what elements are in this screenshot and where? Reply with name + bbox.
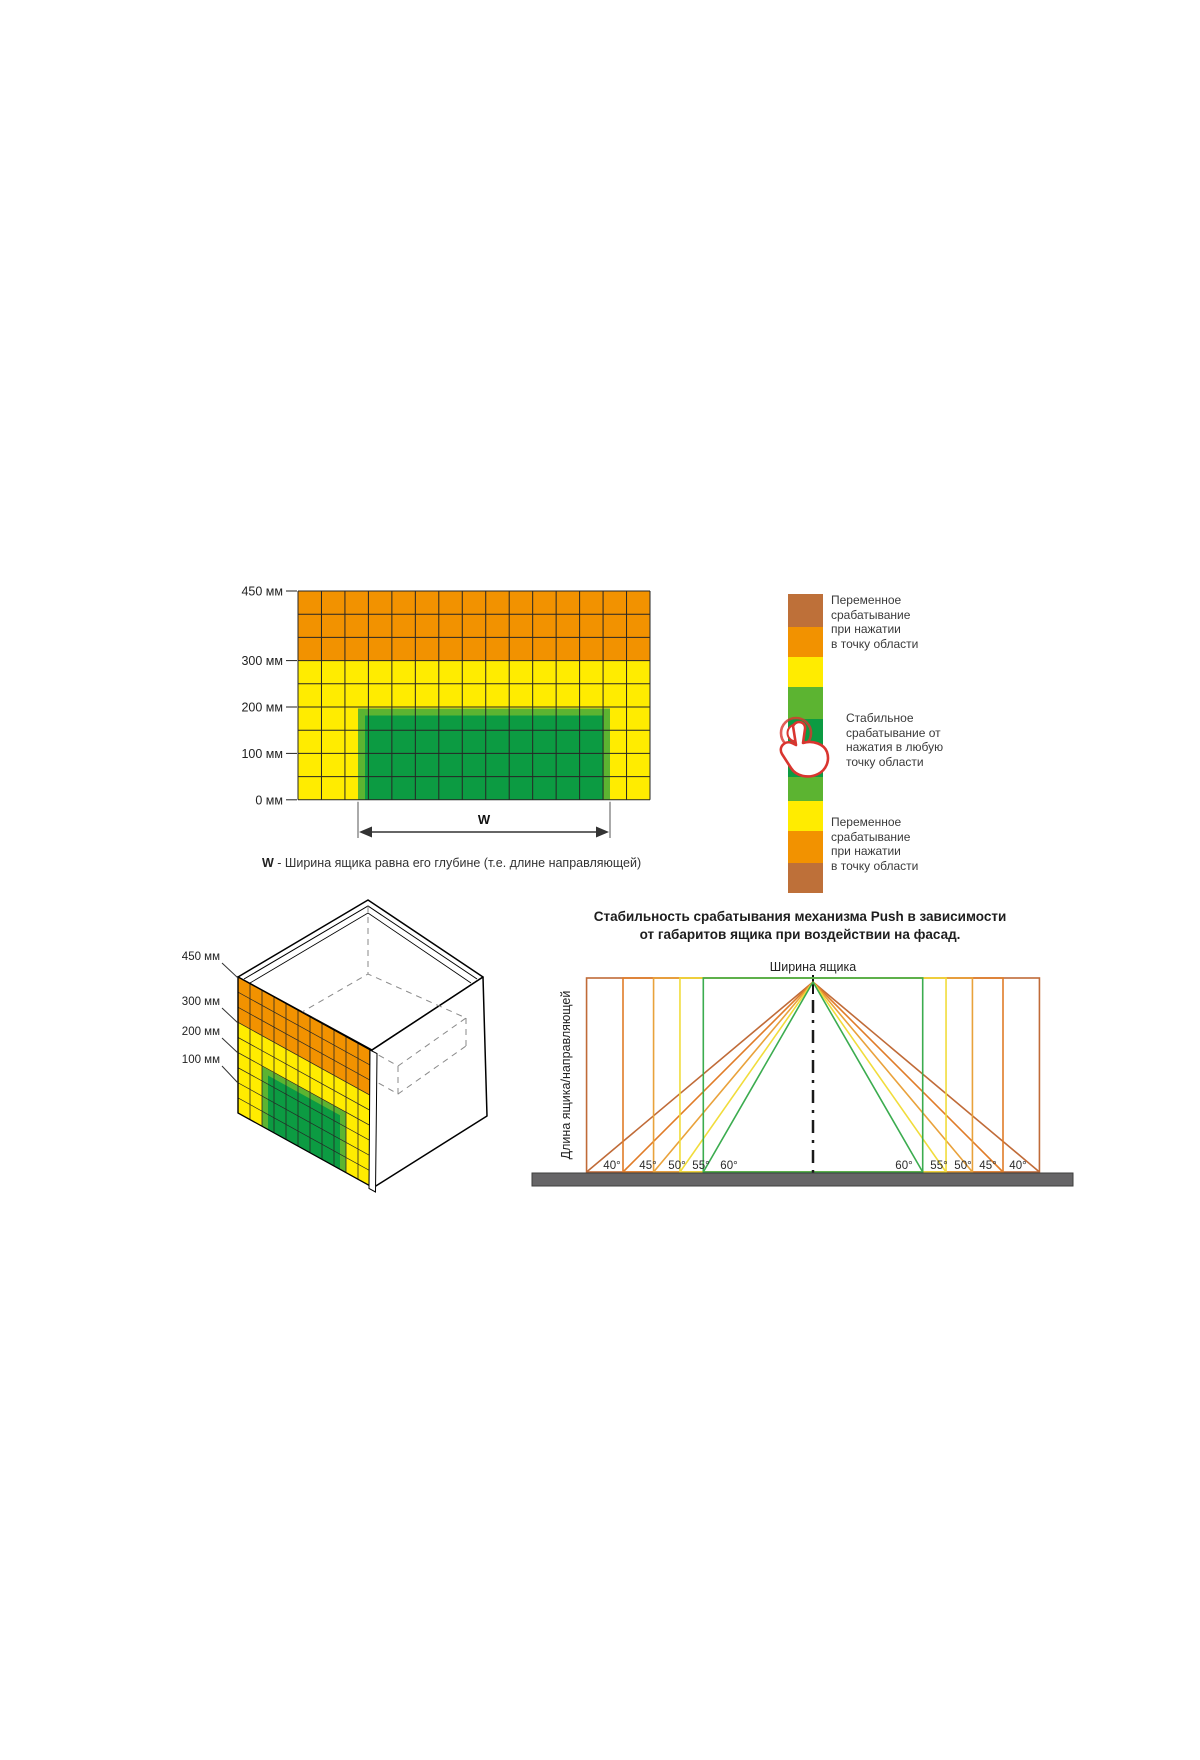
box3d-leader xyxy=(221,1065,239,1084)
zone-dark-green xyxy=(365,715,603,800)
box-top-inner-rim2 xyxy=(249,912,472,984)
legend-segment-light_green xyxy=(788,687,823,719)
angle-label-right: 50° xyxy=(954,1160,971,1172)
chart-title: Стабильность срабатывания механизма Push… xyxy=(593,909,1007,942)
hand-shape xyxy=(779,720,830,778)
fan-line-left-50 xyxy=(652,981,814,1173)
angle-label-right: 40° xyxy=(1009,1160,1026,1172)
angle-label-right: 55° xyxy=(930,1160,947,1172)
chart-base-bar xyxy=(531,1172,1074,1187)
box3d-leader xyxy=(221,1007,239,1024)
angle-label-left: 40° xyxy=(603,1160,620,1172)
box3d-label: 300 мм xyxy=(182,996,220,1008)
front-panel-group xyxy=(237,975,371,1187)
fan-line-right-40 xyxy=(812,981,1040,1173)
box3d-label: 100 мм xyxy=(182,1054,220,1066)
fan-line-right-50 xyxy=(812,981,974,1173)
grid-lines xyxy=(297,590,651,801)
legend-segment-brown xyxy=(788,594,823,627)
fan-line-left-60 xyxy=(702,981,814,1173)
legend-stable-label: Стабильное срабатывание от нажатия в люб… xyxy=(846,711,944,769)
angle-label-left: 55° xyxy=(692,1160,709,1172)
chart-xlabel-top: Ширина ящика xyxy=(770,960,856,974)
width-arrow-label: W xyxy=(478,812,491,827)
legend-segment-yellow xyxy=(788,801,823,831)
fan-line-left-45 xyxy=(622,981,814,1173)
drawer-3d-diagram: 450 мм 300 мм 200 мм 100 мм xyxy=(182,899,488,1193)
dim-arrowhead-right xyxy=(596,826,609,838)
angle-label-left: 50° xyxy=(668,1160,685,1172)
angle-label-right: 60° xyxy=(895,1160,912,1172)
grid-y-label: 100 мм xyxy=(241,747,283,761)
grid-y-label: 300 мм xyxy=(241,654,283,668)
box3d-label: 450 мм xyxy=(182,951,220,963)
dim-arrowhead-left xyxy=(359,826,372,838)
legend-segment-light_green xyxy=(788,777,823,801)
box3d-leader xyxy=(221,1037,239,1054)
fan-line-right-60 xyxy=(812,981,924,1173)
zone-orange xyxy=(298,591,651,661)
fan-line-left-55 xyxy=(679,981,814,1173)
box3d-leader xyxy=(221,962,239,979)
fan-line-right-55 xyxy=(812,981,947,1173)
legend-variable-top-label: Переменное срабатывание при нажатии в то… xyxy=(831,593,919,651)
angle-label-right: 45° xyxy=(979,1160,996,1172)
panel-orange xyxy=(238,977,370,1096)
legend-segment-yellow xyxy=(788,657,823,687)
legend-segment-orange xyxy=(788,627,823,657)
chart-ylabel: Длина ящика/направляющей xyxy=(559,991,573,1160)
push-stability-chart: Ширина ящика Длина ящика/направляющей 40° 4… xyxy=(531,960,1074,1187)
legend-variable-bottom-label: Переменное срабатывание при нажатии в то… xyxy=(831,815,919,873)
panel-edge-strip xyxy=(368,1049,378,1193)
press-hand-icon xyxy=(779,716,830,778)
legend-segment-brown xyxy=(788,863,823,893)
box3d-label: 200 мм xyxy=(182,1026,220,1038)
flat-grid-diagram: 450 мм 300 мм 200 мм 100 мм 0 мм W xyxy=(241,585,651,838)
fan-line-right-45 xyxy=(812,981,1004,1173)
caption-w: W xyxy=(262,856,274,870)
legend-segment-orange xyxy=(788,831,823,863)
angle-label-left: 45° xyxy=(639,1160,656,1172)
grid-caption: W - Ширина ящика равна его глубине (т.е.… xyxy=(262,856,641,870)
angle-label-left: 60° xyxy=(720,1160,737,1172)
grid-y-label: 200 мм xyxy=(241,701,283,715)
grid-y-label: 450 мм xyxy=(241,585,283,599)
grid-y-label: 0 мм xyxy=(255,793,283,807)
fan-line-left-40 xyxy=(586,981,814,1173)
caption-text: - Ширина ящика равна его глубине (т.е. д… xyxy=(273,856,642,870)
